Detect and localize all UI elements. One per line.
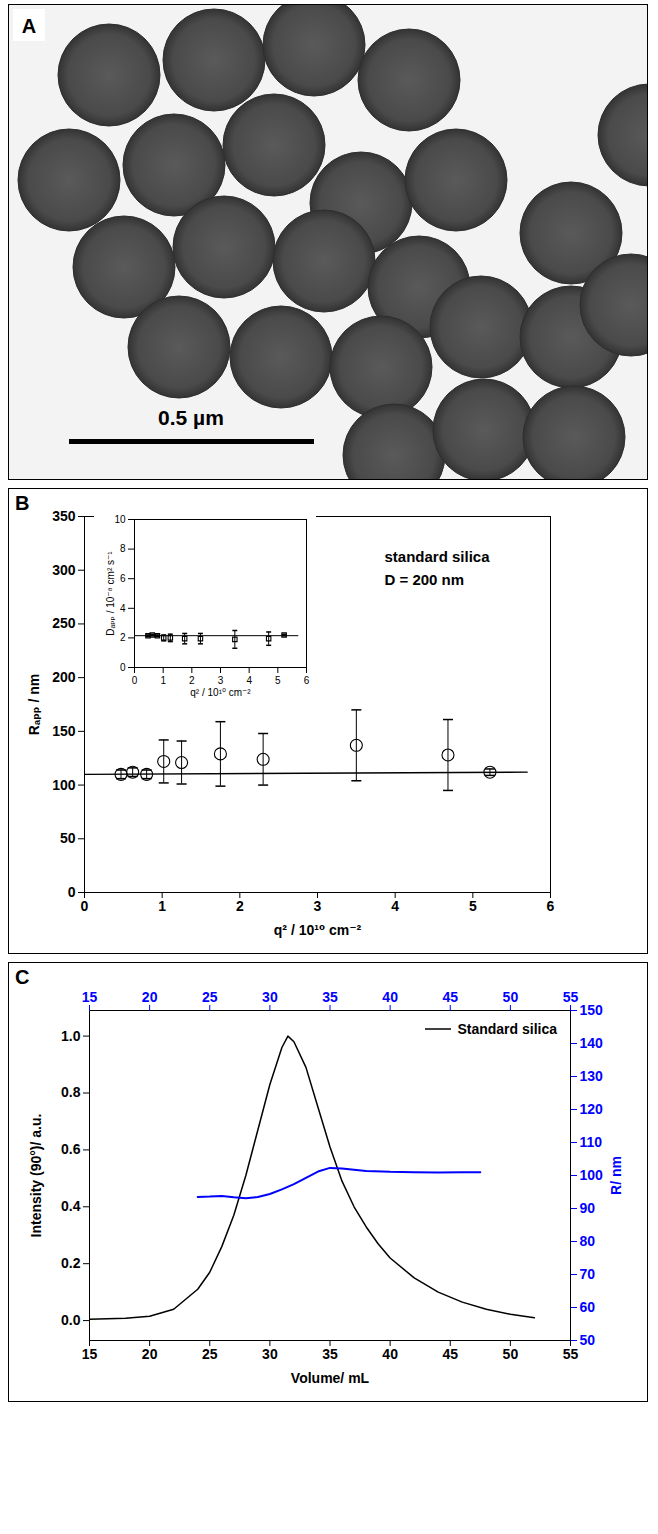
svg-text:R/ nm: R/ nm [608, 1156, 624, 1195]
svg-text:standard silica: standard silica [385, 548, 491, 565]
svg-text:6: 6 [547, 898, 555, 914]
svg-text:0.2: 0.2 [61, 1255, 81, 1271]
svg-text:200: 200 [52, 669, 76, 685]
svg-text:300: 300 [52, 562, 76, 578]
svg-text:40: 40 [382, 1346, 398, 1362]
svg-text:0.5 µm: 0.5 µm [158, 406, 224, 429]
svg-text:50: 50 [503, 989, 519, 1005]
svg-text:Volume/ mL: Volume/ mL [291, 1370, 370, 1386]
svg-text:15: 15 [82, 989, 98, 1005]
svg-text:4: 4 [120, 603, 126, 614]
svg-text:25: 25 [202, 1346, 218, 1362]
svg-text:150: 150 [580, 1002, 604, 1018]
svg-text:30: 30 [262, 989, 278, 1005]
svg-text:30: 30 [262, 1346, 278, 1362]
svg-text:q² / 10¹⁰ cm⁻²: q² / 10¹⁰ cm⁻² [274, 922, 362, 938]
svg-text:20: 20 [142, 1346, 158, 1362]
svg-text:Dₐₚₚ / 10⁻⁸ cm² s⁻¹: Dₐₚₚ / 10⁻⁸ cm² s⁻¹ [105, 551, 116, 636]
svg-text:Intensity (90°)/ a.u.: Intensity (90°)/ a.u. [28, 1114, 44, 1238]
svg-text:350: 350 [52, 508, 76, 524]
svg-text:140: 140 [580, 1035, 604, 1051]
svg-text:15: 15 [82, 1346, 98, 1362]
svg-text:6: 6 [304, 675, 310, 686]
svg-text:35: 35 [322, 1346, 338, 1362]
svg-text:25: 25 [202, 989, 218, 1005]
svg-text:80: 80 [580, 1233, 596, 1249]
svg-text:1: 1 [160, 675, 166, 686]
svg-text:0.8: 0.8 [61, 1084, 81, 1100]
svg-text:A: A [22, 15, 36, 37]
svg-text:100: 100 [52, 777, 76, 793]
svg-text:50: 50 [60, 830, 76, 846]
html-text:B: B [15, 492, 30, 514]
svg-text:4: 4 [391, 898, 399, 914]
svg-text:55: 55 [563, 989, 579, 1005]
svg-text:110: 110 [580, 1134, 603, 1150]
svg-text:3: 3 [314, 898, 322, 914]
svg-text:0: 0 [81, 898, 89, 914]
svg-text:0: 0 [120, 662, 126, 673]
svg-text:35: 35 [322, 989, 338, 1005]
svg-text:6: 6 [120, 573, 126, 584]
svg-text:8: 8 [120, 543, 126, 554]
svg-text:130: 130 [580, 1068, 604, 1084]
html-text:C: C [15, 966, 30, 988]
svg-text:45: 45 [442, 1346, 458, 1362]
svg-text:0: 0 [132, 675, 138, 686]
svg-text:2: 2 [236, 898, 244, 914]
svg-text:250: 250 [52, 615, 76, 631]
svg-text:2: 2 [189, 675, 195, 686]
svg-text:45: 45 [442, 989, 458, 1005]
svg-text:20: 20 [142, 989, 158, 1005]
svg-text:0: 0 [68, 884, 76, 900]
svg-text:5: 5 [469, 898, 477, 914]
svg-text:40: 40 [382, 989, 398, 1005]
svg-text:D = 200 nm: D = 200 nm [385, 571, 465, 588]
svg-text:4: 4 [246, 675, 252, 686]
svg-text:1.0: 1.0 [61, 1028, 81, 1044]
svg-text:2: 2 [120, 632, 126, 643]
svg-text:0.4: 0.4 [61, 1198, 81, 1214]
svg-text:150: 150 [52, 723, 76, 739]
svg-text:3: 3 [218, 675, 224, 686]
svg-text:60: 60 [580, 1299, 596, 1315]
svg-text:5: 5 [275, 675, 281, 686]
svg-text:0.0: 0.0 [61, 1312, 81, 1328]
svg-text:90: 90 [580, 1200, 596, 1216]
svg-text:50: 50 [580, 1332, 596, 1348]
svg-text:Rₐₚₚ / nm: Rₐₚₚ / nm [26, 674, 42, 735]
svg-text:0.6: 0.6 [61, 1141, 81, 1157]
svg-text:100: 100 [580, 1167, 604, 1183]
svg-text:50: 50 [503, 1346, 519, 1362]
svg-text:70: 70 [580, 1266, 596, 1282]
svg-text:120: 120 [580, 1101, 604, 1117]
svg-text:10: 10 [114, 514, 126, 525]
html-text:Standard silica: Standard silica [457, 1021, 557, 1037]
svg-text:55: 55 [563, 1346, 579, 1362]
svg-text:q² / 10¹⁰ cm⁻²: q² / 10¹⁰ cm⁻² [190, 687, 251, 698]
svg-text:1: 1 [158, 898, 166, 914]
